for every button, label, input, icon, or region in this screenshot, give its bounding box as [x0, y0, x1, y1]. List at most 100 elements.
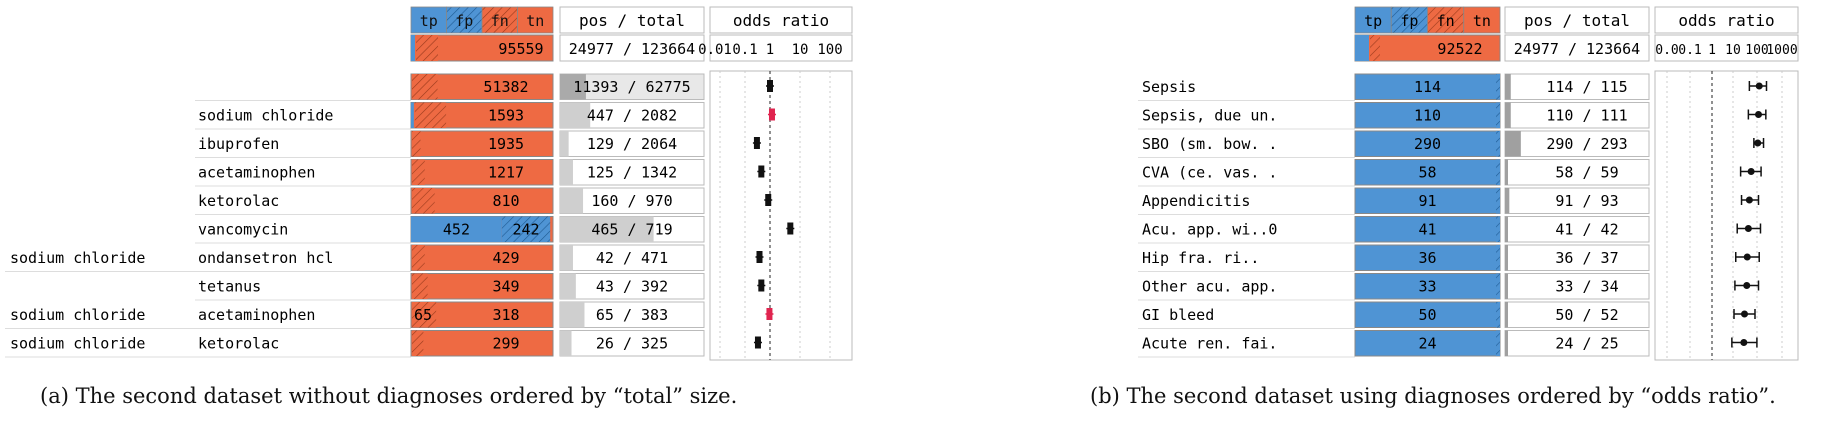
row-group-label: sodium chloride — [10, 249, 145, 267]
table-row: ibuprofen 1935 129 / 2064 — [195, 130, 761, 158]
row-diagnosis-label: Sepsis, due un. — [1142, 107, 1277, 125]
pos-total-value: 447 / 2082 — [587, 107, 677, 125]
table-row: Other acu. app. 33 33 / 34 — [1138, 273, 1760, 301]
pos-box — [559, 130, 705, 157]
table-row: Appendicitis 91 91 / 93 — [1138, 187, 1760, 215]
pos-total-value: 91 / 93 — [1555, 192, 1618, 210]
caption-b: (b) The second dataset using diagnoses o… — [1090, 384, 1776, 408]
conf-bar — [1354, 330, 1501, 357]
table-row: Acute ren. fai. 24 24 / 25 — [1138, 330, 1758, 358]
odds-point — [1740, 339, 1748, 346]
conf-tn-value: 1217 — [488, 164, 524, 182]
tick-label-2: 1 — [766, 42, 774, 58]
table-row: Sepsis, due un. 110 110 / 111 — [1138, 102, 1767, 130]
header-tn-label: tn — [1473, 12, 1491, 30]
odds-point — [1743, 253, 1751, 261]
table-row: sodium chloride ketorolac 299 26 / 325 — [5, 330, 762, 358]
conf-bar — [410, 273, 554, 300]
header-fp-label: fp — [455, 12, 473, 30]
pos-box — [1504, 301, 1650, 328]
summary-tp-bar — [1355, 35, 1369, 61]
odds-point — [1755, 111, 1763, 118]
row-diagnosis-label: CVA (ce. vas. . — [1142, 164, 1277, 182]
pos-fill — [560, 188, 584, 214]
conf-tp-value: 110 — [1414, 107, 1441, 125]
conf-bar — [1354, 73, 1501, 100]
row-diagnosis-label: GI bleed — [1142, 306, 1214, 324]
pos-total-value: 65 / 383 — [596, 306, 668, 324]
conf-fp-bar — [1496, 102, 1500, 128]
conf-tn-value: 242 — [512, 221, 539, 239]
conf-fn-bar — [412, 131, 421, 157]
tick-label-0: 0.01 — [698, 42, 732, 58]
row-item-label: ondansetron hcl — [198, 249, 333, 267]
row-group-label: sodium chloride — [10, 335, 145, 353]
conf-tp-value: 290 — [1414, 135, 1441, 153]
conf-tn-value: 429 — [492, 249, 519, 267]
conf-bar — [1354, 102, 1501, 129]
conf-bar — [1354, 216, 1501, 243]
summary-pos-total: 24977 / 123664 — [569, 40, 695, 58]
odds-point — [1740, 310, 1748, 318]
conf-bar — [1354, 301, 1501, 328]
pos-fill — [560, 273, 576, 299]
conf-fp-bar — [1496, 216, 1500, 242]
row-diagnosis-label: Appendicitis — [1142, 192, 1250, 210]
pos-total-value: 41 / 42 — [1555, 221, 1618, 239]
header-fn-box — [1427, 6, 1465, 34]
pos-box — [559, 159, 705, 186]
pos-fill — [1505, 273, 1508, 299]
table-row: Sepsis 114 114 / 115 — [1138, 73, 1768, 101]
tick-label-4: 100 — [1745, 43, 1768, 58]
pos-total-value: 36 / 37 — [1555, 249, 1618, 267]
odds-grid-box — [1654, 70, 1799, 361]
pos-fill — [1505, 216, 1508, 242]
summary-tn-value: 95559 — [498, 40, 543, 58]
row-item-label: ketorolac — [198, 335, 279, 353]
row-item-label: acetaminophen — [198, 306, 315, 324]
table-row: ketorolac 810 160 / 970 — [195, 187, 773, 215]
pos-total-value: 42 / 471 — [596, 249, 668, 267]
conf-fp-bar — [1496, 188, 1500, 214]
pos-fill — [1505, 330, 1508, 356]
odds-point — [1755, 82, 1763, 90]
table-row: SBO (sm. bow. . 290 290 / 293 — [1138, 130, 1765, 158]
conf-bar — [410, 159, 554, 186]
pos-fill — [1505, 102, 1511, 128]
pos-total-value: 11393 / 62775 — [573, 78, 690, 96]
row-item-label: sodium chloride — [198, 107, 333, 125]
conf-tn-value: 1935 — [488, 135, 524, 153]
conf-fn-bar — [414, 102, 447, 128]
header-tp-label: tp — [420, 12, 438, 30]
pos-box — [1504, 244, 1650, 271]
pos-box — [559, 244, 705, 271]
conf-bar — [410, 244, 554, 271]
conf-tp-value: 50 — [1418, 306, 1436, 324]
table-row: sodium chloride 1593 447 / 2082 — [195, 102, 776, 130]
conf-fp-bar — [1496, 273, 1500, 299]
summary-pos-total: 24977 / 123664 — [1514, 40, 1640, 58]
row-diagnosis-label: Acu. app. wi..0 — [1142, 221, 1277, 239]
summary-odds-box — [1654, 34, 1799, 62]
table-row: GI bleed 50 50 / 52 — [1138, 301, 1756, 329]
odds-header-box — [709, 6, 853, 34]
odds-grid-box — [709, 70, 853, 361]
caption-a: (a) The second dataset without diagnoses… — [40, 384, 738, 408]
pos-box — [1504, 73, 1650, 100]
pos-total-value: 465 / 719 — [591, 221, 672, 239]
pos-fill — [560, 102, 591, 128]
panel-a: tp fp fn tn pos / total odds ratio 95559 24977 … — [5, 6, 853, 361]
pos-total-value: 114 / 115 — [1546, 78, 1627, 96]
pos-fill — [1505, 159, 1508, 185]
summary-fn-bar — [1370, 35, 1380, 61]
tick-label-3: 10 — [1725, 43, 1741, 58]
header-tp-box — [410, 6, 447, 34]
conf-tn-value: 1593 — [488, 107, 524, 125]
pos-fill — [1505, 302, 1508, 328]
row-item-label: ketorolac — [198, 192, 279, 210]
conf-tp-value: 452 — [443, 221, 470, 239]
conf-tp-value: 91 — [1418, 192, 1436, 210]
pos-total-value: 43 / 392 — [596, 278, 668, 296]
header-fn-label: fn — [491, 12, 509, 30]
pos-total-value: 110 / 111 — [1546, 107, 1627, 125]
